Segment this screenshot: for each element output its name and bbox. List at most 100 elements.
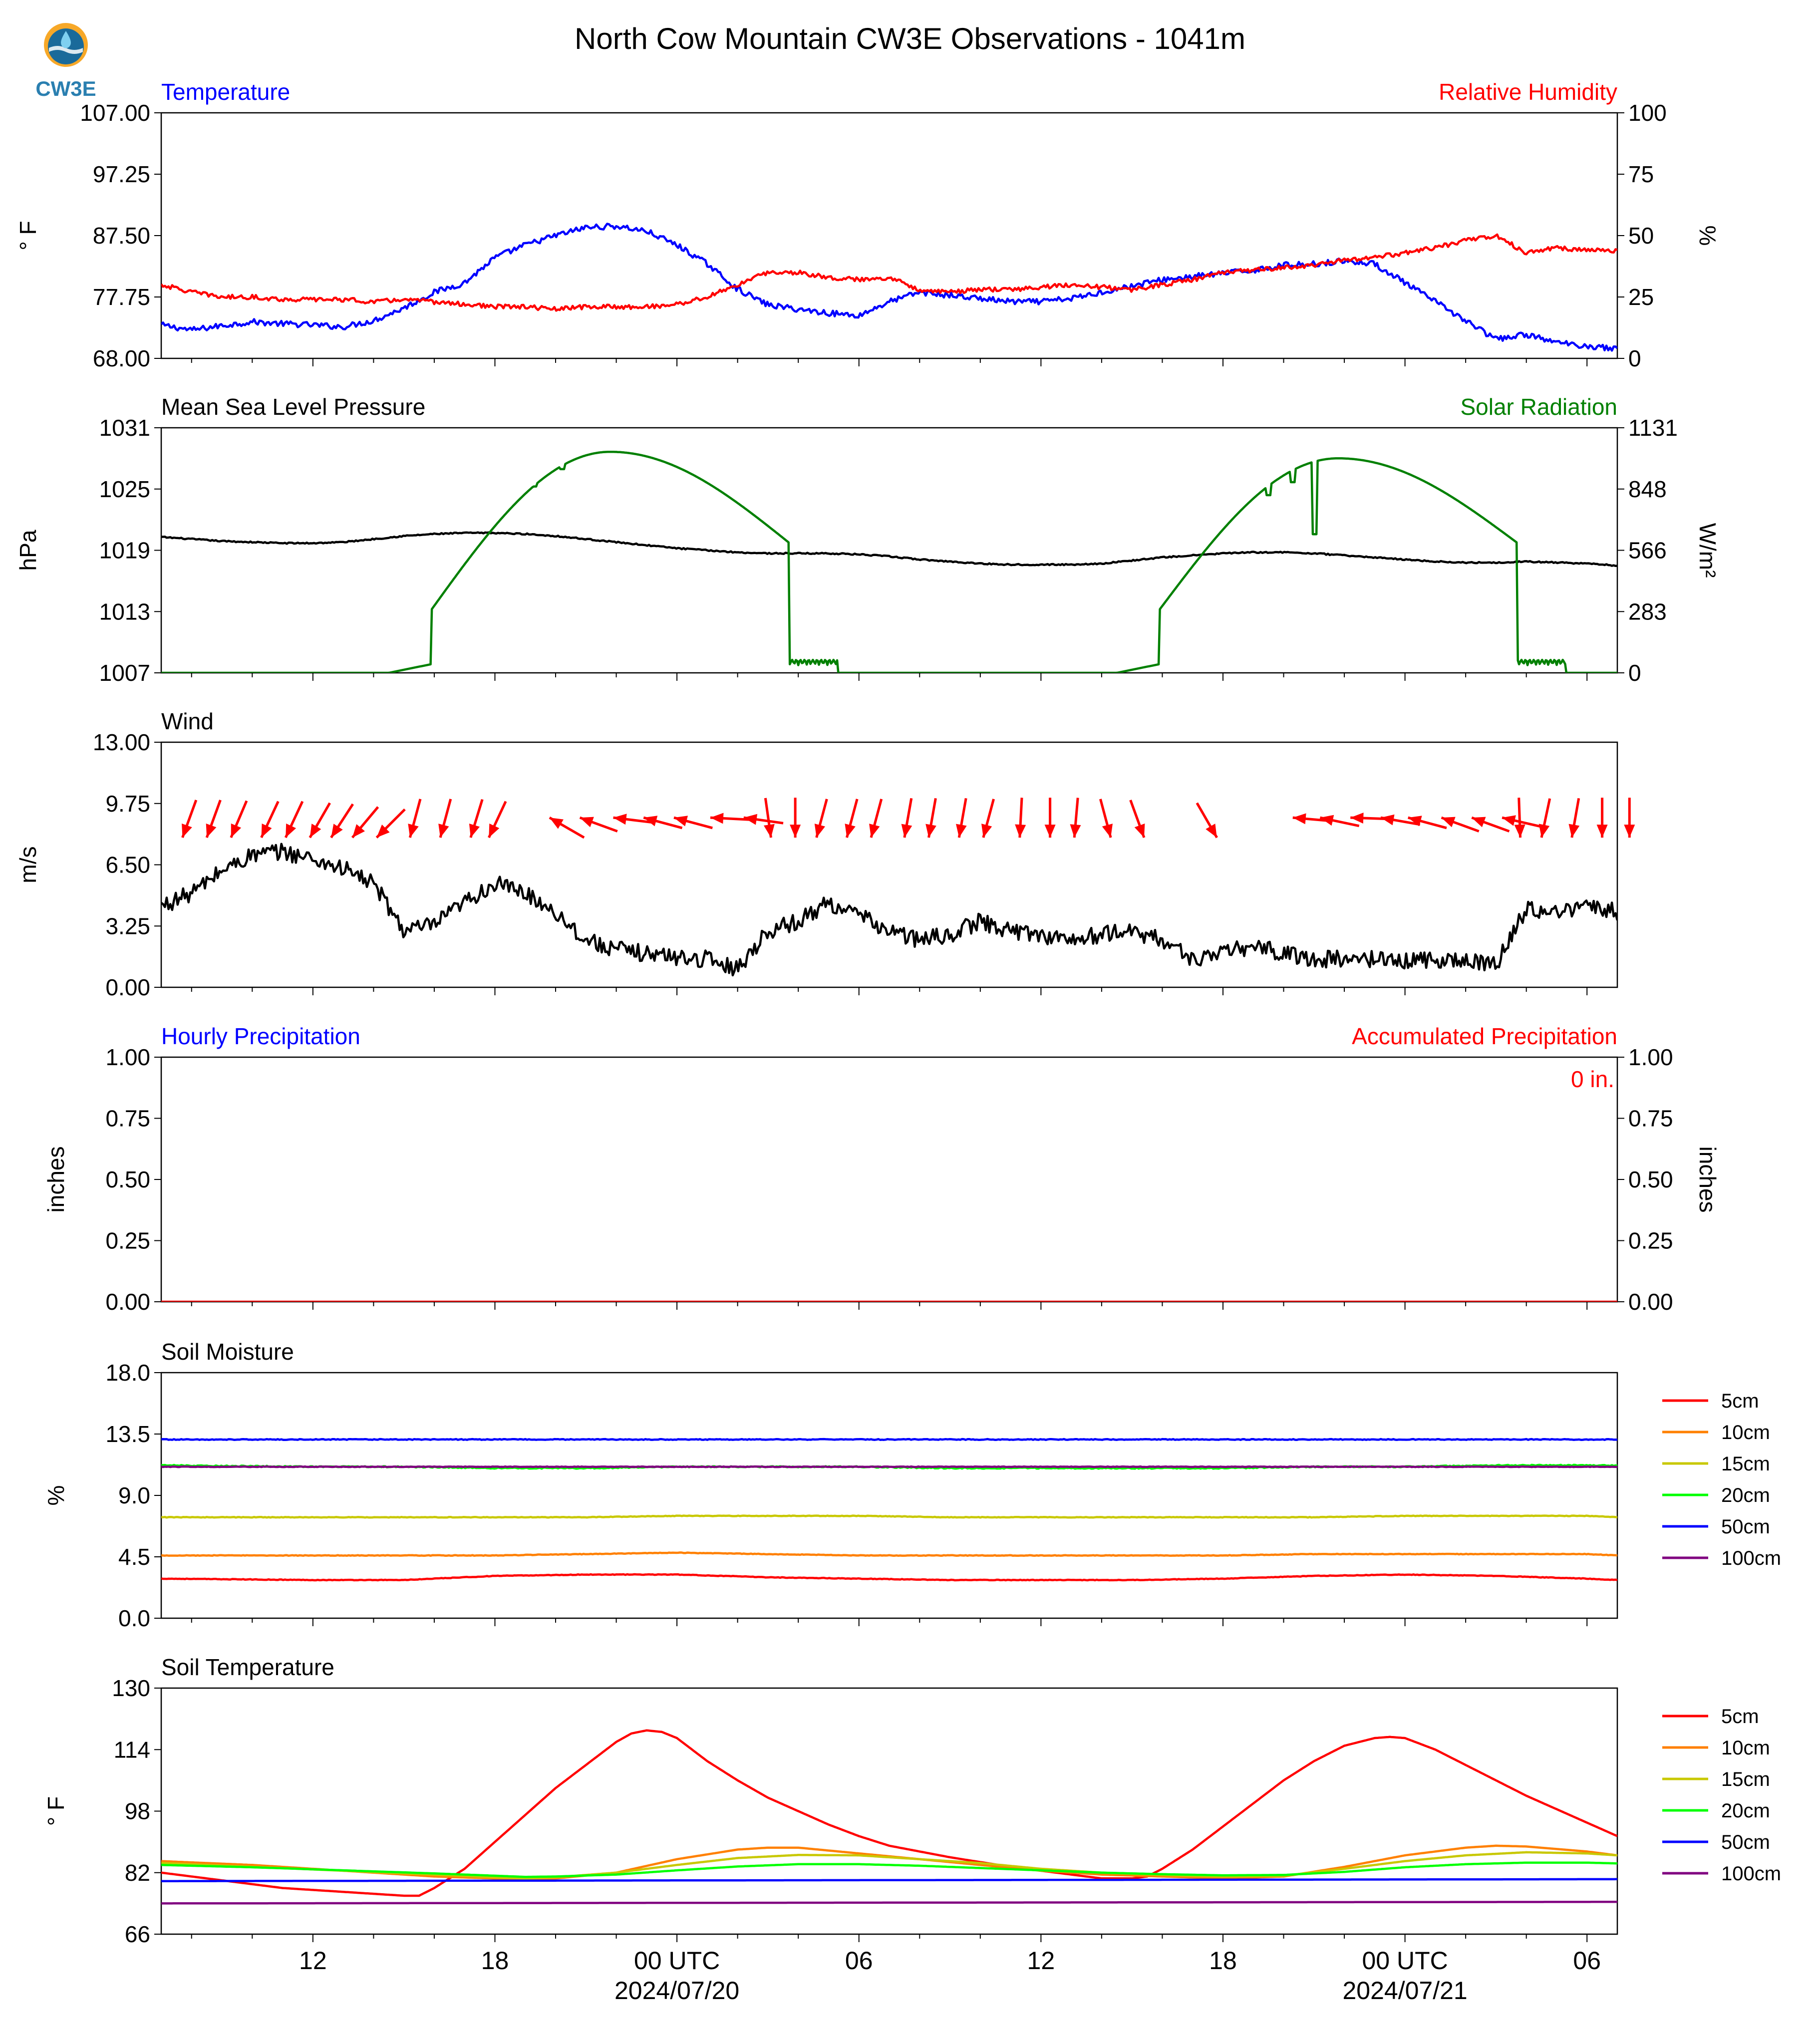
y-tick-label: 1007: [99, 660, 150, 686]
wind-arrow-head: [309, 824, 321, 838]
wind-arrow-head: [1596, 825, 1608, 838]
y-tick-label: 13.00: [93, 729, 150, 755]
wind-arrow-head: [674, 816, 688, 827]
logo-text: CW3E: [35, 77, 96, 100]
y-tick-label: 1019: [99, 538, 150, 564]
wind-arrow: [1441, 816, 1480, 833]
y-tick-label: 66: [125, 1921, 150, 1947]
panel-0: 68.00 77.75 87.50 97.25 107.00 0 25 50 75 100 Temp…: [15, 79, 1721, 371]
y2-tick-label: 1131: [1628, 415, 1678, 441]
x-tick-label: 12: [299, 1947, 327, 1975]
x-tick-label: 18: [481, 1947, 509, 1975]
y2-tick-label: 848: [1628, 476, 1667, 502]
y-tick-label: 0.25: [105, 1228, 150, 1254]
wind-arrow: [375, 808, 406, 839]
y-tick-label: 13.5: [105, 1421, 150, 1447]
series-line-5cm: [161, 1573, 1617, 1582]
figure-title: North Cow Mountain CW3E Observations - 1…: [575, 22, 1245, 55]
wind-arrow: [181, 800, 198, 838]
wind-arrow-head: [869, 824, 880, 838]
panel-title-right: Relative Humidity: [1439, 79, 1617, 105]
y2-tick-label: 100: [1628, 100, 1667, 126]
legend-label: 50cm: [1721, 1831, 1770, 1853]
y-tick-label: 68.00: [93, 345, 150, 371]
y2-tick-label: 283: [1628, 598, 1667, 624]
panel-title-left: Soil Temperature: [161, 1654, 334, 1680]
wind-arrow-head: [489, 823, 500, 838]
y-tick-label: 98: [125, 1798, 150, 1824]
panel-title-right: Solar Radiation: [1460, 394, 1617, 420]
y2-tick-label: 0.00: [1628, 1289, 1673, 1315]
y-tick-label: 4.5: [118, 1544, 150, 1570]
wind-arrow-head: [1292, 813, 1306, 825]
legend-label: 5cm: [1721, 1706, 1759, 1728]
panel-4: 0.0 4.5 9.0 13.5 18.0 Soil Moisture% 5cm 10cm 15…: [43, 1339, 1781, 1631]
wind-arrow-head: [182, 823, 192, 838]
wind-arrow-head: [845, 824, 856, 838]
wind-arrow: [925, 798, 937, 838]
y2-tick-label: 50: [1628, 223, 1654, 249]
y-tick-label: 1031: [99, 415, 150, 441]
wind-arrow: [1471, 816, 1510, 833]
series-line-0: [161, 531, 1617, 568]
wind-arrow: [579, 816, 618, 833]
y2-tick-label: 0.50: [1628, 1166, 1673, 1192]
panel-5: 66 82 98 114 130 Soil Temperature ° F 5cm 10cm 15…: [43, 1654, 1781, 1947]
y2-tick-label: 75: [1628, 161, 1654, 187]
y-tick-label: 130: [112, 1675, 150, 1701]
wind-arrow-head: [261, 823, 272, 838]
wind-arrow: [351, 806, 379, 839]
wind-arrow-head: [1015, 824, 1026, 838]
wind-arrow: [1568, 798, 1580, 838]
wind-arrow: [205, 800, 222, 838]
wind-arrow: [408, 799, 422, 838]
y-tick-label: 87.50: [93, 223, 150, 249]
series-line-0: [161, 843, 1617, 977]
wind-arrow-head: [1381, 814, 1395, 826]
y2-tick-label: 0.25: [1628, 1228, 1673, 1254]
wind-arrow: [438, 799, 452, 838]
wind-arrow: [790, 798, 801, 838]
wind-arrow-head: [710, 813, 724, 824]
y2-axis-label: W/m²: [1695, 523, 1721, 578]
wind-arrow: [1015, 798, 1026, 838]
y-tick-label: 3.25: [105, 913, 150, 939]
wind-arrow: [1099, 799, 1113, 838]
precip-total-label: 0 in.: [1571, 1066, 1614, 1092]
y2-tick-label: 0: [1628, 660, 1641, 686]
x-date-label: 2024/07/20: [614, 1977, 739, 2005]
series-line-1: [161, 233, 1617, 312]
wind-arrow: [469, 799, 484, 838]
wind-arrow: [901, 798, 913, 838]
x-tick-label: 06: [845, 1947, 873, 1975]
wind-arrow: [643, 816, 683, 830]
wind-arrow-head: [469, 824, 480, 838]
panel-title-left: Wind: [161, 708, 214, 734]
y-tick-label: 107.00: [80, 100, 150, 126]
wind-arrow: [230, 800, 248, 839]
wind-arrow: [743, 814, 784, 825]
series-line-20cm: [161, 1861, 1617, 1878]
wind-arrow-head: [901, 824, 912, 838]
panel-2: 0.00 3.25 6.50 9.75 13.00 Wind m/s: [15, 708, 1635, 1000]
y2-tick-label: 0: [1628, 345, 1641, 371]
wind-arrow: [260, 801, 280, 839]
wind-arrow-head: [580, 817, 594, 828]
series-line-100cm: [161, 1465, 1617, 1468]
y-axis-label: inches: [43, 1147, 69, 1213]
wind-arrow: [1044, 798, 1056, 838]
wind-arrow: [1624, 798, 1635, 838]
y-tick-label: 0.75: [105, 1106, 150, 1132]
legend-label: 10cm: [1721, 1737, 1770, 1759]
wind-arrow: [1380, 814, 1421, 826]
wind-arrow: [1514, 798, 1525, 838]
y-tick-label: 9.75: [105, 791, 150, 817]
legend-label: 20cm: [1721, 1800, 1770, 1822]
legend-label: 20cm: [1721, 1484, 1770, 1506]
y-tick-label: 1025: [99, 476, 150, 502]
wind-arrow: [1319, 815, 1360, 828]
logo-drop-icon: [61, 31, 71, 48]
y-axis-label: ° F: [43, 1796, 69, 1826]
